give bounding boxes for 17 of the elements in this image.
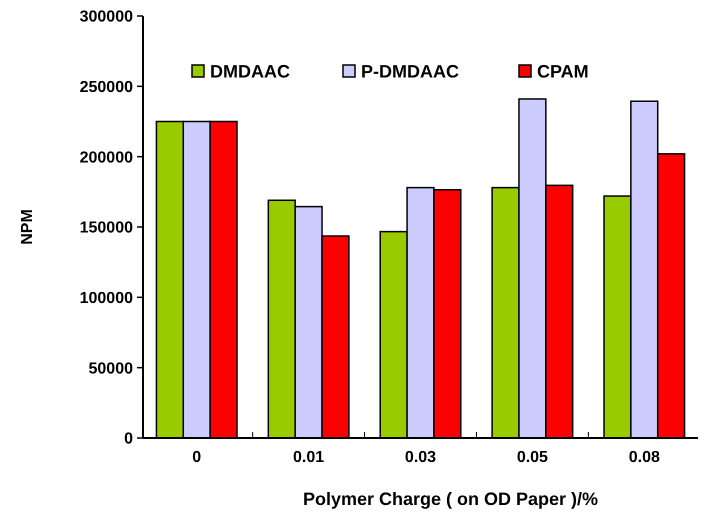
y-tick-label: 200000 [80,149,134,166]
y-tick-label: 300000 [80,8,134,26]
x-tick-label: 0.08 [628,449,660,466]
x-axis-title: Polymer Charge ( on OD Paper )/% [302,489,598,509]
x-tick-label: 0 [192,449,202,466]
legend-label: P-DMDAAC [361,61,459,82]
legend-label: CPAM [537,61,589,82]
y-tick-label: 0 [124,430,134,448]
legend-label: DMDAAC [210,61,290,82]
y-tick-label: 150000 [80,220,134,237]
x-tick-label: 0.01 [293,449,324,466]
x-tick-label: 0.03 [404,449,436,466]
x-tick-label: 0.05 [516,449,548,466]
y-tick-label: 100000 [80,290,134,307]
y-axis-title: NPM [19,209,36,245]
y-tick-label: 250000 [80,78,134,96]
y-tick-label: 50000 [88,360,134,378]
